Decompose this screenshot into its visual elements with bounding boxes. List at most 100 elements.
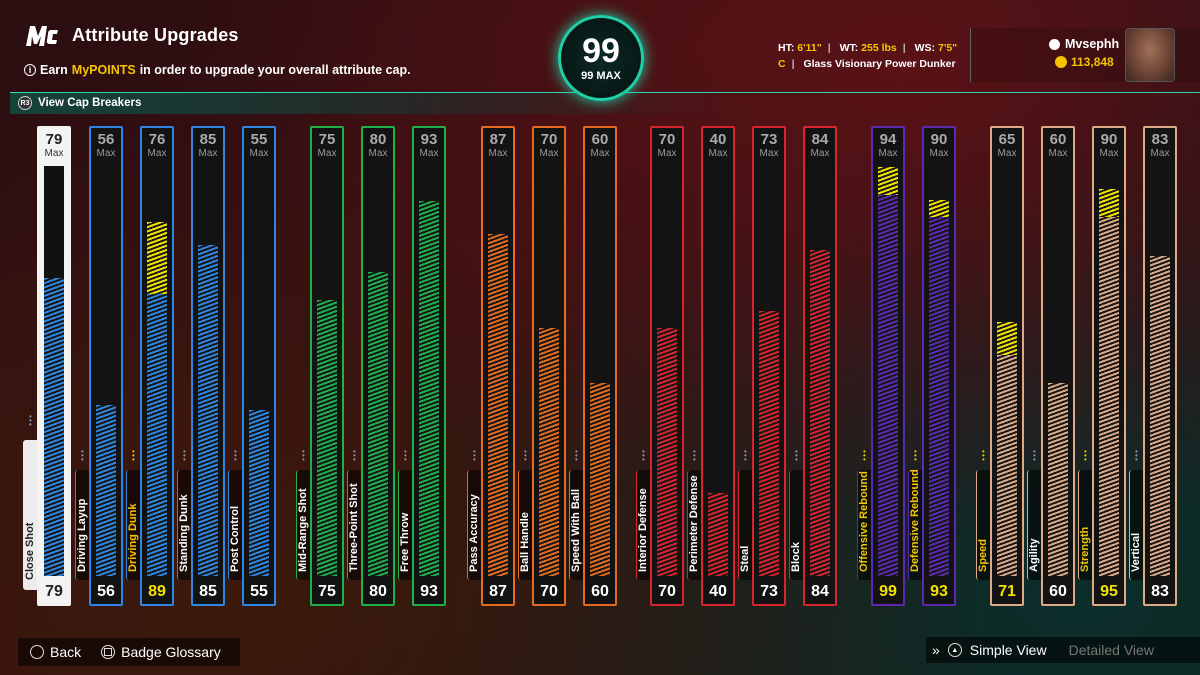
attribute-fill — [419, 201, 439, 576]
attribute-label-tab — [347, 470, 361, 580]
attribute-label: Block — [790, 542, 802, 572]
attribute-label: Driving Layup — [76, 498, 88, 572]
circle-button-icon — [30, 645, 44, 659]
attribute-dots: • • • — [81, 447, 84, 464]
attribute-label: Three-Point Shot — [348, 483, 360, 572]
attribute-fill — [997, 355, 1017, 576]
attribute-column[interactable]: 90 Max 93 — [922, 126, 956, 606]
attribute-track — [198, 166, 218, 576]
attribute-track — [1099, 166, 1119, 576]
attribute-fill — [198, 245, 218, 576]
attribute-cap-max-label: Max — [997, 148, 1017, 159]
attribute-fill — [657, 328, 677, 576]
attribute-column[interactable]: 94 Max 99 — [871, 126, 905, 606]
attribute-label: Pass Accuracy — [468, 494, 480, 572]
attribute-label-tab — [738, 470, 752, 580]
attribute-column[interactable]: 75 Max 75 — [310, 126, 344, 606]
attribute-value: 55 — [250, 583, 268, 600]
attribute-column[interactable]: 60 Max 60 — [1041, 126, 1075, 606]
attribute-value: 95 — [1100, 583, 1118, 600]
attribute-column[interactable]: 40 Max 40 — [701, 126, 735, 606]
badge-glossary-button[interactable]: Badge Glossary — [101, 644, 221, 660]
attribute-fill — [929, 217, 949, 576]
attribute-column[interactable]: 70 Max 70 — [650, 126, 684, 606]
attribute-column[interactable]: 55 Max 55 — [242, 126, 276, 606]
simple-view-option[interactable]: Simple View — [969, 642, 1047, 658]
attribute-track — [878, 166, 898, 576]
attribute-track — [419, 166, 439, 576]
attribute-label-tab — [23, 440, 37, 590]
attribute-track — [368, 166, 388, 576]
back-button[interactable]: Back — [30, 644, 81, 660]
attribute-cap: 87 — [489, 131, 507, 148]
detailed-view-option[interactable]: Detailed View — [1068, 642, 1154, 658]
attribute-label: Vertical — [1130, 532, 1142, 572]
attribute-value: 60 — [1049, 583, 1067, 600]
attribute-value: 85 — [199, 583, 217, 600]
attribute-label: Speed — [977, 538, 989, 572]
attribute-label-tab — [687, 470, 701, 580]
attribute-value: 93 — [930, 583, 948, 600]
attribute-cap: 90 — [930, 131, 948, 148]
attribute-track — [657, 166, 677, 576]
r3-button-icon: R3 — [18, 96, 32, 110]
attribute-column[interactable]: 80 Max 80 — [361, 126, 395, 606]
attribute-column[interactable]: 70 Max 70 — [532, 126, 566, 606]
attribute-track — [488, 166, 508, 576]
attribute-cap: 40 — [709, 131, 727, 148]
attribute-label-tab — [518, 470, 532, 580]
attribute-label-tab — [1129, 470, 1143, 580]
attribute-column[interactable]: 90 Max 95 — [1092, 126, 1126, 606]
attribute-column[interactable]: 93 Max 93 — [412, 126, 446, 606]
attribute-column[interactable]: 73 Max 73 — [752, 126, 786, 606]
attribute-column[interactable]: 76 Max 89 — [140, 126, 174, 606]
attribute-fill — [1150, 256, 1170, 576]
attribute-value: 73 — [760, 583, 778, 600]
attribute-dots: • • • — [234, 447, 237, 464]
attribute-cap-max-label: Max — [759, 148, 779, 159]
attribute-label: Close Shot — [24, 522, 36, 580]
attribute-column[interactable]: 83 Max 83 — [1143, 126, 1177, 606]
attribute-dots: • • • — [575, 447, 578, 464]
view-cap-breakers-button[interactable]: R3 View Cap Breakers — [18, 96, 141, 110]
attribute-column[interactable]: 65 Max 71 — [990, 126, 1024, 606]
attribute-dots: • • • — [693, 447, 696, 464]
attribute-label-tab — [126, 470, 140, 580]
attribute-column[interactable]: 84 Max 84 — [803, 126, 837, 606]
attribute-fill — [759, 311, 779, 576]
attribute-cap-max-label: Max — [317, 148, 337, 159]
attribute-cap-max-label: Max — [1048, 148, 1068, 159]
attribute-value: 84 — [811, 583, 829, 600]
attribute-track — [759, 166, 779, 576]
archetype-value: Glass Visionary Power Dunker — [803, 58, 956, 70]
attribute-dots: • • • — [404, 447, 407, 464]
attribute-dots: • • • — [795, 447, 798, 464]
attribute-value: 93 — [420, 583, 438, 600]
attribute-track — [96, 166, 116, 576]
attribute-label-tab — [1078, 470, 1092, 580]
mypoints-highlight: MyPOINTS — [71, 63, 136, 77]
attribute-track — [1048, 166, 1068, 576]
attribute-column[interactable]: 60 Max 60 — [583, 126, 617, 606]
attribute-fill — [810, 250, 830, 576]
attribute-cap-max-label: Max — [96, 148, 116, 159]
attribute-column[interactable]: 56 Max 56 — [89, 126, 123, 606]
attribute-boost — [1099, 189, 1119, 217]
attribute-column[interactable]: 79 Max 79 — [37, 126, 71, 606]
attribute-cap-max-label: Max — [1150, 148, 1170, 159]
attribute-cap-max-label: Max — [539, 148, 559, 159]
attribute-dots: • • • — [1135, 447, 1138, 464]
attribute-column[interactable]: 87 Max 87 — [481, 126, 515, 606]
attribute-cap-max-label: Max — [590, 148, 610, 159]
attribute-label-tab — [636, 470, 650, 580]
attribute-label: Free Throw — [399, 512, 411, 572]
attribute-fill — [44, 278, 64, 576]
attribute-column[interactable]: 85 Max 85 — [191, 126, 225, 606]
triangle-button-icon: ▲ — [947, 643, 962, 657]
overall-rating-badge: 99 99 MAX — [558, 15, 644, 101]
attribute-fill — [317, 300, 337, 576]
attribute-dots: • • • — [302, 447, 305, 464]
attribute-value: 80 — [369, 583, 387, 600]
attribute-dots: • • • — [1084, 447, 1087, 464]
attribute-label: Interior Defense — [637, 488, 649, 572]
